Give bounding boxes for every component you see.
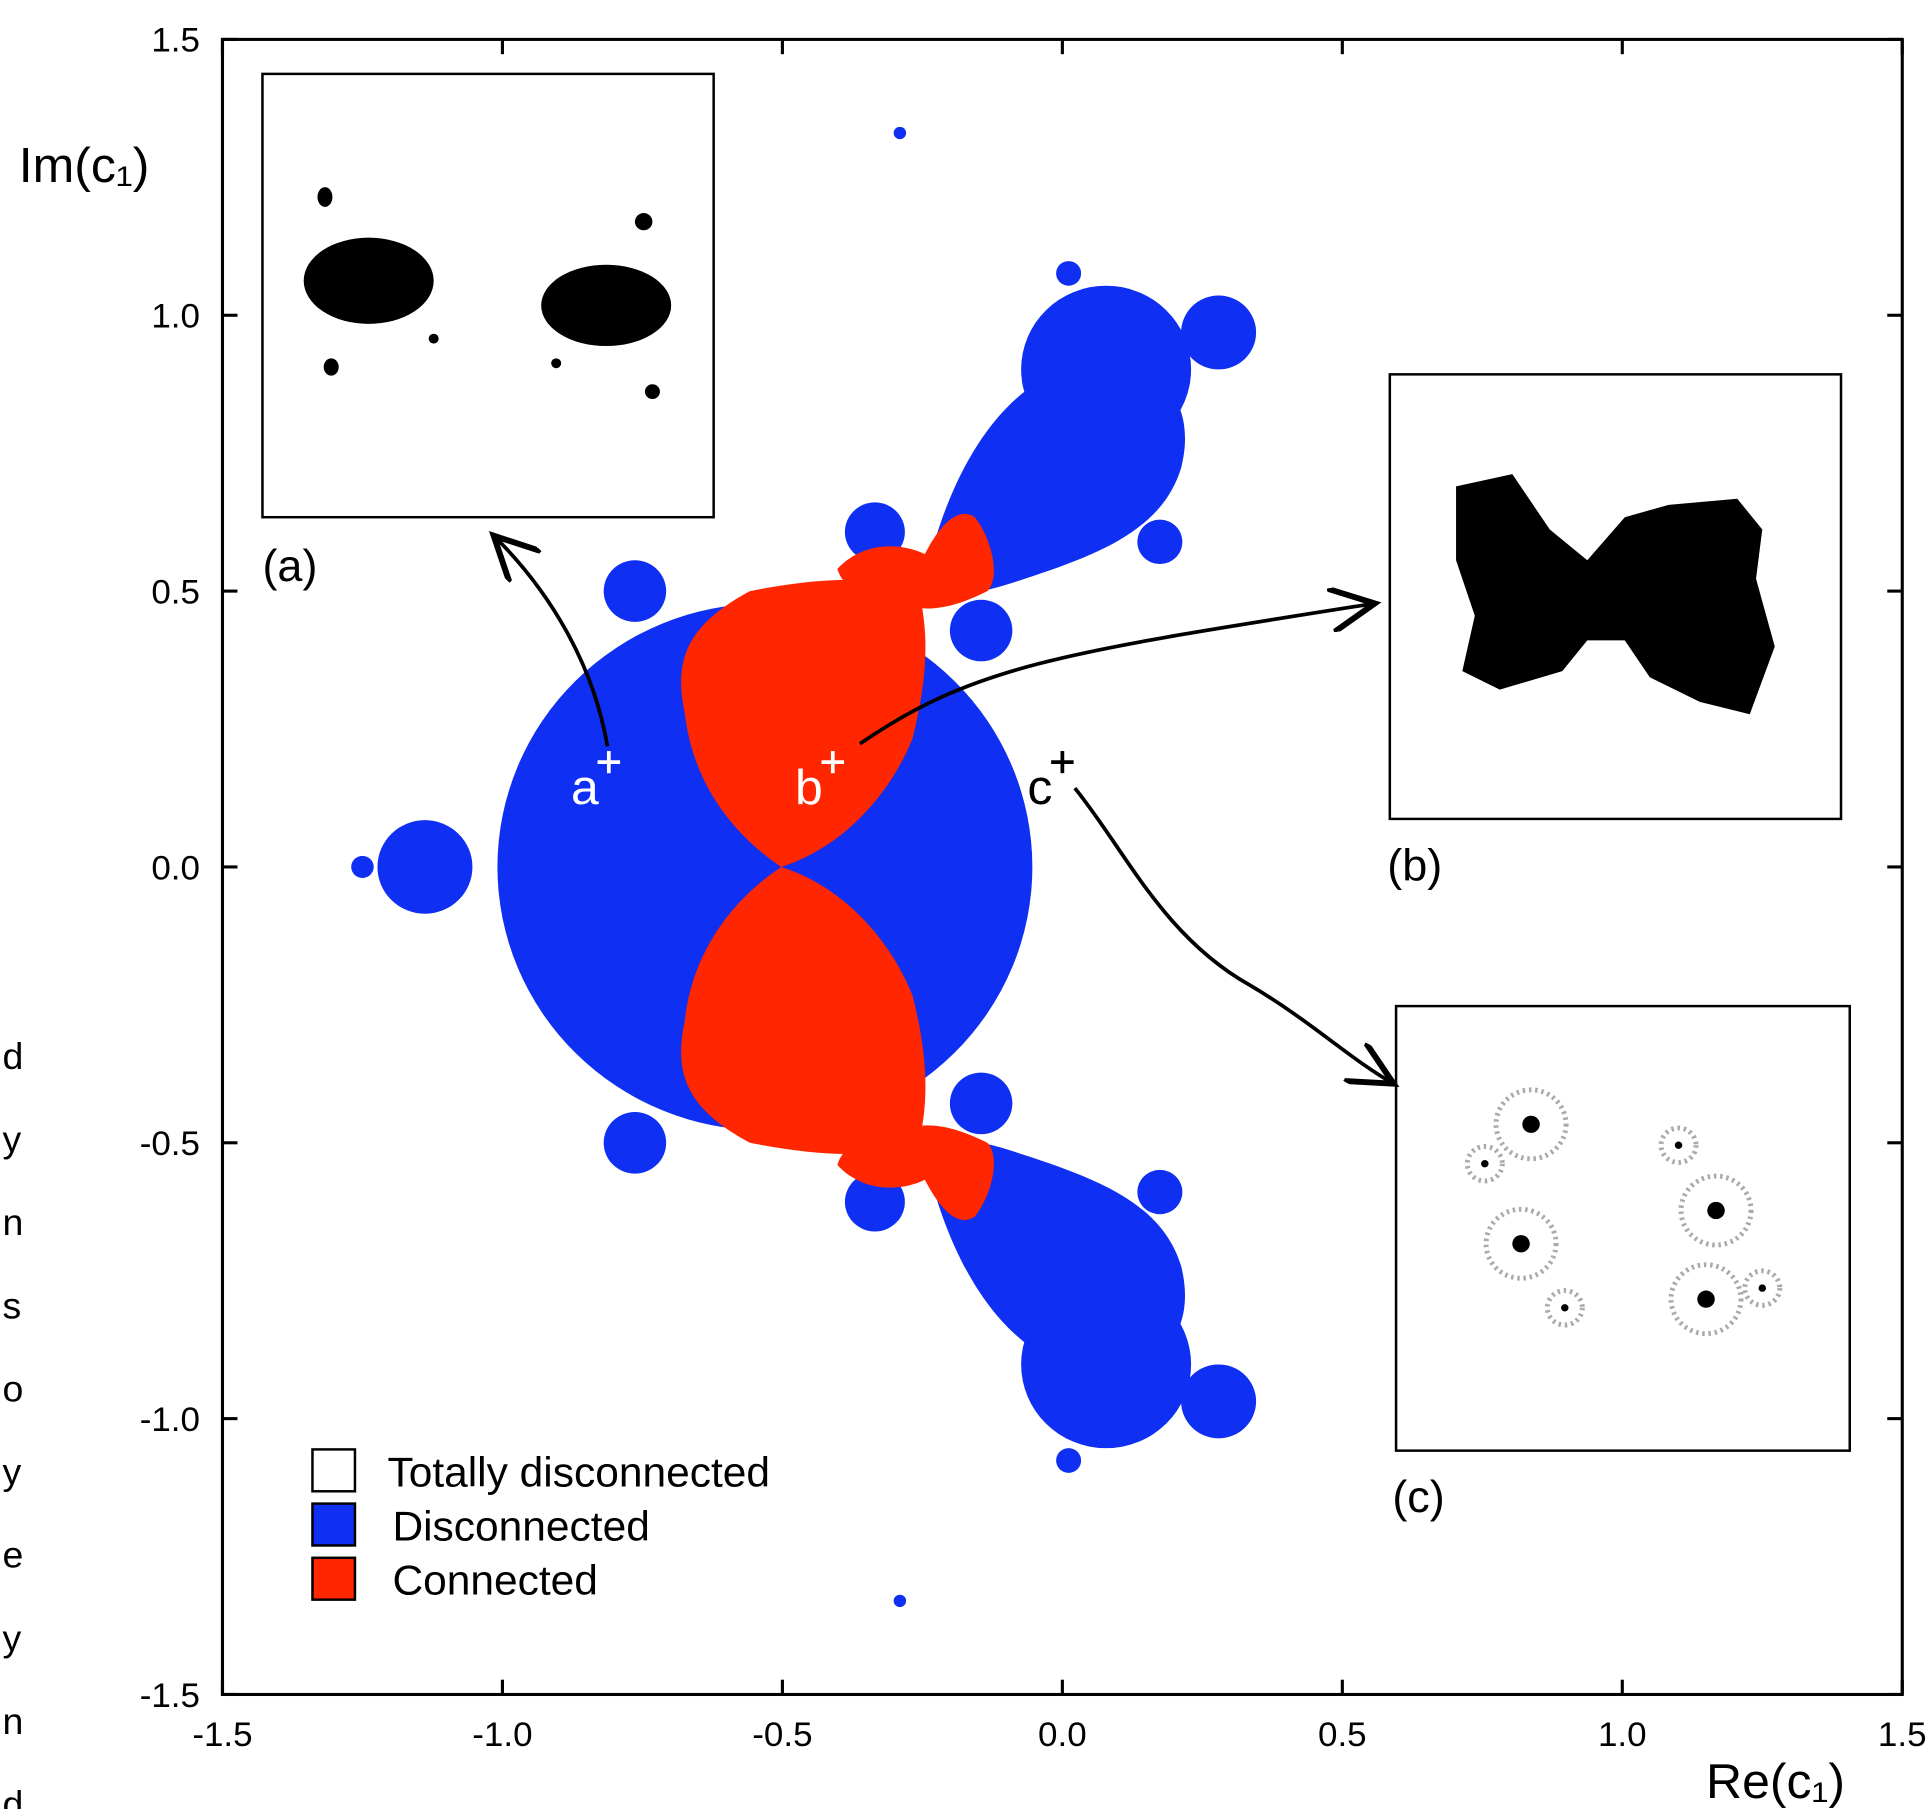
- y-tick-label: 1.5: [151, 22, 200, 60]
- arrow: [858, 603, 1375, 746]
- legend-label: Disconnected: [392, 1503, 649, 1550]
- side-text: n: [2, 1700, 23, 1742]
- point-label: b: [795, 759, 823, 815]
- x-tick-label: 1.5: [1878, 1716, 1927, 1754]
- inset-frame: [1394, 1004, 1852, 1452]
- side-text: y: [2, 1617, 21, 1659]
- x-tick-label: 0.5: [1318, 1716, 1367, 1754]
- inset-dust: [1464, 1144, 1505, 1184]
- disconnected-region: [893, 126, 907, 140]
- legend-swatch: [311, 1448, 357, 1493]
- disconnected-region: [949, 1072, 1013, 1135]
- inset-julia: [644, 384, 660, 399]
- side-text: y: [2, 1451, 21, 1493]
- legend-swatch: [311, 1502, 357, 1547]
- side-text: y: [2, 1118, 21, 1160]
- side-text: d: [2, 1035, 23, 1077]
- legend-label: Totally disconnected: [387, 1449, 770, 1496]
- inset-julia: [323, 358, 339, 376]
- inset-dust: [1742, 1268, 1783, 1308]
- inset-label: (b): [1387, 842, 1442, 891]
- inset-dust: [1544, 1288, 1585, 1328]
- inset-dust: [1697, 1290, 1715, 1308]
- connected-region: [681, 579, 926, 867]
- inset-dust: [1481, 1160, 1489, 1168]
- y-tick-label: 1.0: [151, 298, 200, 336]
- inset-dust: [1707, 1201, 1725, 1220]
- inset-label: (a): [262, 543, 317, 592]
- legend-label: Connected: [392, 1557, 597, 1604]
- side-text: n: [2, 1201, 23, 1243]
- inset-dust: [1758, 1284, 1767, 1292]
- side-text: e: [2, 1534, 23, 1576]
- disconnected-region: [603, 1111, 667, 1174]
- y-tick-label: -0.5: [140, 1125, 200, 1163]
- disconnected-region: [924, 1140, 1186, 1371]
- inset-julia: [1456, 474, 1775, 715]
- inset-julia: [634, 213, 653, 231]
- inset-dust: [1493, 1087, 1569, 1162]
- side-text: d: [2, 1783, 23, 1809]
- x-tick-label: 0.0: [1038, 1716, 1087, 1754]
- arrow: [1073, 786, 1394, 1084]
- side-text: s: [2, 1285, 21, 1327]
- arrow: [494, 536, 610, 747]
- disconnected-region: [351, 855, 374, 879]
- disconnected-region: [924, 363, 1186, 594]
- x-tick-label: -0.5: [752, 1716, 812, 1754]
- connected-region: [837, 1125, 994, 1220]
- point-label: c: [1027, 759, 1052, 815]
- disconnected-region: [377, 820, 473, 914]
- inset-dust: [1678, 1173, 1754, 1248]
- disconnected-region: [893, 1594, 907, 1608]
- inset-julia: [541, 264, 672, 347]
- side-text: o: [2, 1368, 23, 1410]
- region-map: [351, 126, 1257, 1608]
- y-tick-label: 0.5: [151, 574, 200, 612]
- disconnected-region: [603, 560, 667, 622]
- disconnected-region: [949, 599, 1013, 662]
- inset-dust: [1522, 1115, 1540, 1133]
- x-tick-label: -1.0: [472, 1716, 532, 1754]
- disconnected-region: [1181, 1364, 1257, 1439]
- disconnected-region: [1056, 1448, 1082, 1473]
- y-tick-label: 0.0: [151, 849, 200, 887]
- legend-swatch: [311, 1556, 357, 1601]
- y-tick-label: -1.5: [140, 1677, 200, 1715]
- y-tick-label: -1.0: [140, 1401, 200, 1439]
- disconnected-region: [1056, 261, 1082, 286]
- inset-julia: [317, 187, 333, 207]
- connected-region: [837, 513, 994, 609]
- inset-dust: [1668, 1262, 1744, 1337]
- inset-dust: [1483, 1206, 1559, 1281]
- point-label: a: [571, 759, 599, 815]
- inset-dust: [1512, 1235, 1530, 1253]
- y-axis-label: Im(c₁): [19, 138, 150, 194]
- disconnected-region: [1137, 1169, 1183, 1215]
- x-axis-label: Re(c₁): [1706, 1753, 1845, 1809]
- disconnected-region: [1137, 519, 1183, 565]
- inset-julia: [428, 333, 439, 344]
- x-tick-label: -1.5: [192, 1716, 252, 1754]
- inset-julia: [551, 358, 562, 369]
- inset-julia: [303, 237, 434, 324]
- inset-dust: [1674, 1141, 1683, 1149]
- x-tick-label: 1.0: [1598, 1716, 1647, 1754]
- connected-region: [681, 866, 926, 1154]
- inset-label: (c): [1392, 1474, 1444, 1523]
- disconnected-region: [1181, 295, 1257, 370]
- inset-dust: [1561, 1304, 1569, 1312]
